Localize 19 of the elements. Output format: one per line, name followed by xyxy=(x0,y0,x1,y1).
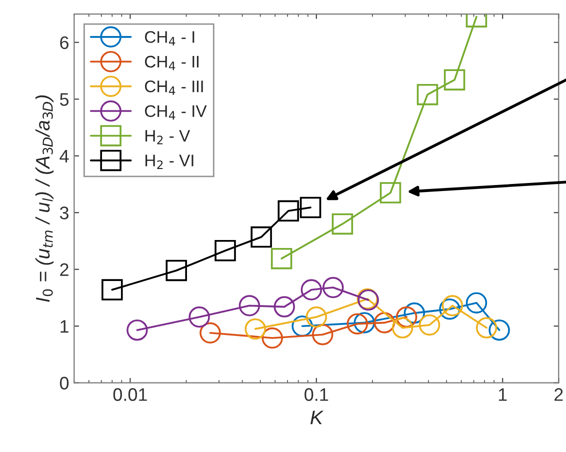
legend-label: CH$_{4}$ - IV xyxy=(144,105,207,120)
x-tick-label: 0.01 xyxy=(113,388,147,401)
legend-label: CH$_{4}$ - II xyxy=(144,56,198,70)
y-tick-label: 1 xyxy=(60,320,68,333)
y-tick-label: 0 xyxy=(60,376,69,390)
y-tick-label: 4 xyxy=(60,150,69,162)
x-tick-label: 0.1 xyxy=(304,388,328,401)
y-tick-label: 2 xyxy=(60,263,68,276)
y-tick-label: 6 xyxy=(60,36,68,50)
x-axis-title: K xyxy=(310,410,324,424)
legend-label: H$_{2}$ - V xyxy=(146,130,190,144)
x-tick-label: 2 xyxy=(554,388,563,401)
x-tick-label: 1 xyxy=(498,388,507,401)
y-tick-label: 3 xyxy=(60,206,68,220)
legend-label: H$_{2}$ - VI xyxy=(146,154,194,169)
text: I$_{0}$ = (u$_{tm}$ / u$_{l}$) / (A$_{3D}$/a$_{3D}$) xyxy=(35,95,54,302)
legend-label: CH$_{4}$ - III xyxy=(144,80,203,95)
legend-label: CH$_{4}$ - I xyxy=(144,31,194,46)
y-tick-label: 5 xyxy=(60,93,69,106)
